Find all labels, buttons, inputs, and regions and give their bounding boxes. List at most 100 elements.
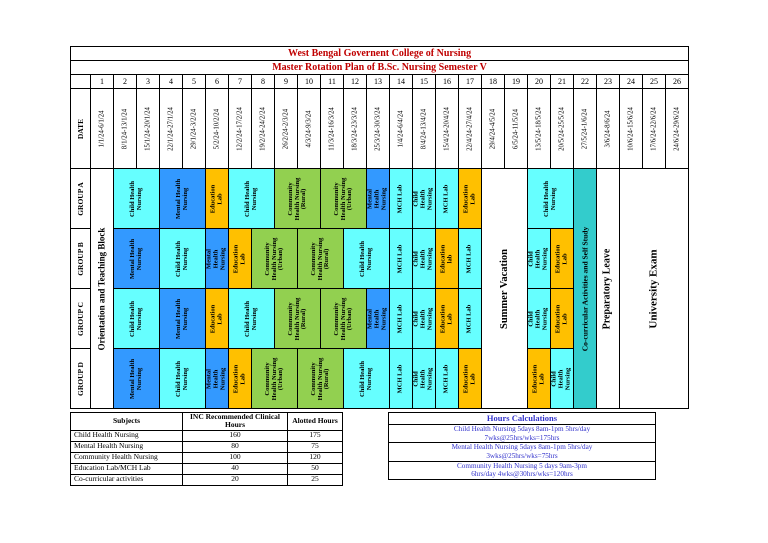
date-cell: 15/4/24-20/4/24 [435, 88, 459, 169]
cocurricular-cell-text: Co-curricular Activities and Self Study [580, 226, 590, 351]
date-cell: 12/2/24-17/2/24 [228, 88, 252, 169]
date-text: 3/6/24-8/6/24 [604, 110, 612, 148]
rotation-cell: MCH Lab [389, 228, 413, 289]
rotation-cell-text: Child Health Nursing [527, 307, 549, 330]
rotation-cell: Education Lab [435, 288, 459, 349]
date-cell: 17/6/24-22/6/24 [642, 88, 666, 169]
date-text: 15/4/24-20/4/24 [443, 106, 451, 151]
week-number-cell: 22 [573, 74, 597, 89]
rotation-cell-text: Education Lab [232, 364, 246, 393]
rotation-cell: Mental Health Nursing [113, 348, 160, 409]
rotation-cell-text: Child Health Nursing [412, 247, 434, 270]
inc-hours-cell: 20 [182, 473, 288, 486]
rotation-cell-text: Education Lab [531, 364, 545, 393]
date-text: 29/4/24-4/5/24 [489, 108, 497, 149]
date-text: 15/1/24-20/1/24 [144, 106, 152, 151]
rotation-cell: Mental Health Nursing [366, 168, 390, 229]
week-number-cell: 12 [343, 74, 367, 89]
orientation-block-cell: Orientation and Teaching Block [90, 168, 114, 409]
rotation-cell-text: Child Health Nursing [243, 180, 258, 217]
rotation-cell: Mental Health Nursing [159, 168, 206, 229]
group-row-label: GROUP A [70, 168, 91, 229]
subject-name-cell: Child Health Nursing [70, 429, 183, 442]
date-cell: 10/6/24-15/6/24 [619, 88, 643, 169]
date-text: 22/1/24-27/1/24 [167, 106, 175, 151]
week-number-cell: 4 [159, 74, 183, 89]
date-cell: 3/6/24-8/6/24 [596, 88, 620, 169]
rotation-cell-text: Education Lab [554, 244, 568, 273]
rotation-cell: Child Health Nursing [412, 168, 436, 229]
rotation-cell: MCH Lab [435, 168, 459, 229]
rotation-cell-text: Education Lab [209, 304, 223, 333]
rotation-cell-text: Child Health Nursing [174, 360, 189, 397]
cocurricular-cell: Co-curricular Activities and Self Study [573, 168, 597, 409]
rotation-cell-text: MCH Lab [396, 244, 404, 273]
rotation-cell-text: Mental Health Nursing [366, 187, 388, 210]
week-number-cell: 19 [504, 74, 528, 89]
date-cell: 27/5/24-1/6/24 [573, 88, 597, 169]
subjects-hours-section: Subjects INC Recommended Clinical Hours Al… [70, 412, 343, 486]
rotation-cell: MCH Lab [389, 288, 413, 349]
rotation-cell: Education Lab [458, 168, 482, 229]
rotation-cell-text: Community Health Nursing (Urban) [263, 237, 284, 280]
rotation-cell: Education Lab [205, 288, 229, 349]
rotation-cell-text: Education Lab [439, 304, 453, 333]
date-cell: 19/2/24-24/2/24 [251, 88, 275, 169]
week-number-cell: 17 [458, 74, 482, 89]
week-number-cell: 8 [251, 74, 275, 89]
week-number-cell: 2 [113, 74, 137, 89]
week-number-cell: 7 [228, 74, 252, 89]
rotation-cell-text: Child Health Nursing [358, 240, 373, 277]
rotation-cell: Child Health Nursing [527, 228, 551, 289]
allotted-hours-cell: 25 [287, 473, 343, 486]
rotation-cell: Mental Health Nursing [205, 348, 229, 409]
date-text: 4/3/24-9/3/24 [305, 110, 313, 148]
subjects-header-cell: Alotted Hours [287, 412, 343, 431]
hours-calculations-header: Hours Calculations [388, 412, 656, 425]
rotation-cell-text: Child Health Nursing [527, 247, 549, 270]
rotation-cell: Child Health Nursing [527, 168, 574, 229]
rotation-cell: Child Health Nursing [113, 288, 160, 349]
rotation-cell-text: Child Health Nursing [128, 180, 143, 217]
rotation-cell: Education Lab [550, 288, 574, 349]
week-number-cell: 15 [412, 74, 436, 89]
hours-calculation-line2: 7wks@25hrs/wks=175hrs [484, 433, 560, 442]
date-text: 13/5/24-18/5/24 [535, 106, 543, 151]
week-number-cell: 20 [527, 74, 551, 89]
week-number-cell: 6 [205, 74, 229, 89]
date-cell: 22/1/24-27/1/24 [159, 88, 183, 169]
date-cell: 11/3/24-16/3/24 [320, 88, 344, 169]
rotation-cell-text: Child Health Nursing [174, 240, 189, 277]
week-number-cell: 1 [90, 74, 114, 89]
rotation-cell: Education lab [435, 228, 459, 289]
rotation-cell-text: Mental Health Nursing [174, 178, 189, 219]
date-cell: 22/4/24-27/4/24 [458, 88, 482, 169]
hours-calculation-row: Mental Health Nursing 5days 8am-1pm 5hrs… [388, 442, 656, 462]
rotation-cell-text: Mental Health Nursing [128, 358, 143, 399]
week-number-cell: 24 [619, 74, 643, 89]
date-text: 6/5/24-11/5/24 [512, 108, 520, 149]
rotation-cell: Education Lab [527, 348, 551, 409]
rotation-cell-text: Community Health Nursing (Urban) [332, 297, 353, 340]
hours-calculation-line1: Community Health Nursing 5 days 9am-3pm [457, 461, 587, 470]
rotation-cell-text: Education Lab [209, 184, 223, 213]
week-number-cell: 10 [297, 74, 321, 89]
rotation-cell-text: Education lab [439, 244, 453, 273]
hours-calculation-row: Child Health Nursing 5days 8am-1pm 5hrs/… [388, 423, 656, 444]
date-cell: 15/1/24-20/1/24 [136, 88, 160, 169]
week-number-cell: 3 [136, 74, 160, 89]
date-text: 11/3/24-16/3/24 [328, 106, 336, 151]
rotation-cell-text: Mental Health Nursing [366, 307, 388, 330]
rotation-cell-text: Education Lab [232, 244, 246, 273]
week-number-cell: 21 [550, 74, 574, 89]
date-text: 17/6/24-22/6/24 [650, 106, 658, 151]
group-label: GROUP D [75, 361, 85, 396]
rotation-cell: MCH Lab [458, 228, 482, 289]
date-text: 25/3/24-30/3/24 [374, 106, 382, 151]
hours-calculation-row: Community Health Nursing 5 days 9am-3pm 6… [388, 460, 656, 480]
rotation-cell-text: MCH Lab [442, 364, 450, 393]
hours-calculation-line2: 3wks@25hrs/wks=75hrs [486, 451, 558, 460]
hours-calculation-line1: Child Health Nursing 5days 8am-1pm 5hrs/… [453, 425, 591, 433]
date-cell: 24/6/24-29/6/24 [664, 88, 690, 169]
rotation-cell: MCH Lab [389, 168, 413, 229]
